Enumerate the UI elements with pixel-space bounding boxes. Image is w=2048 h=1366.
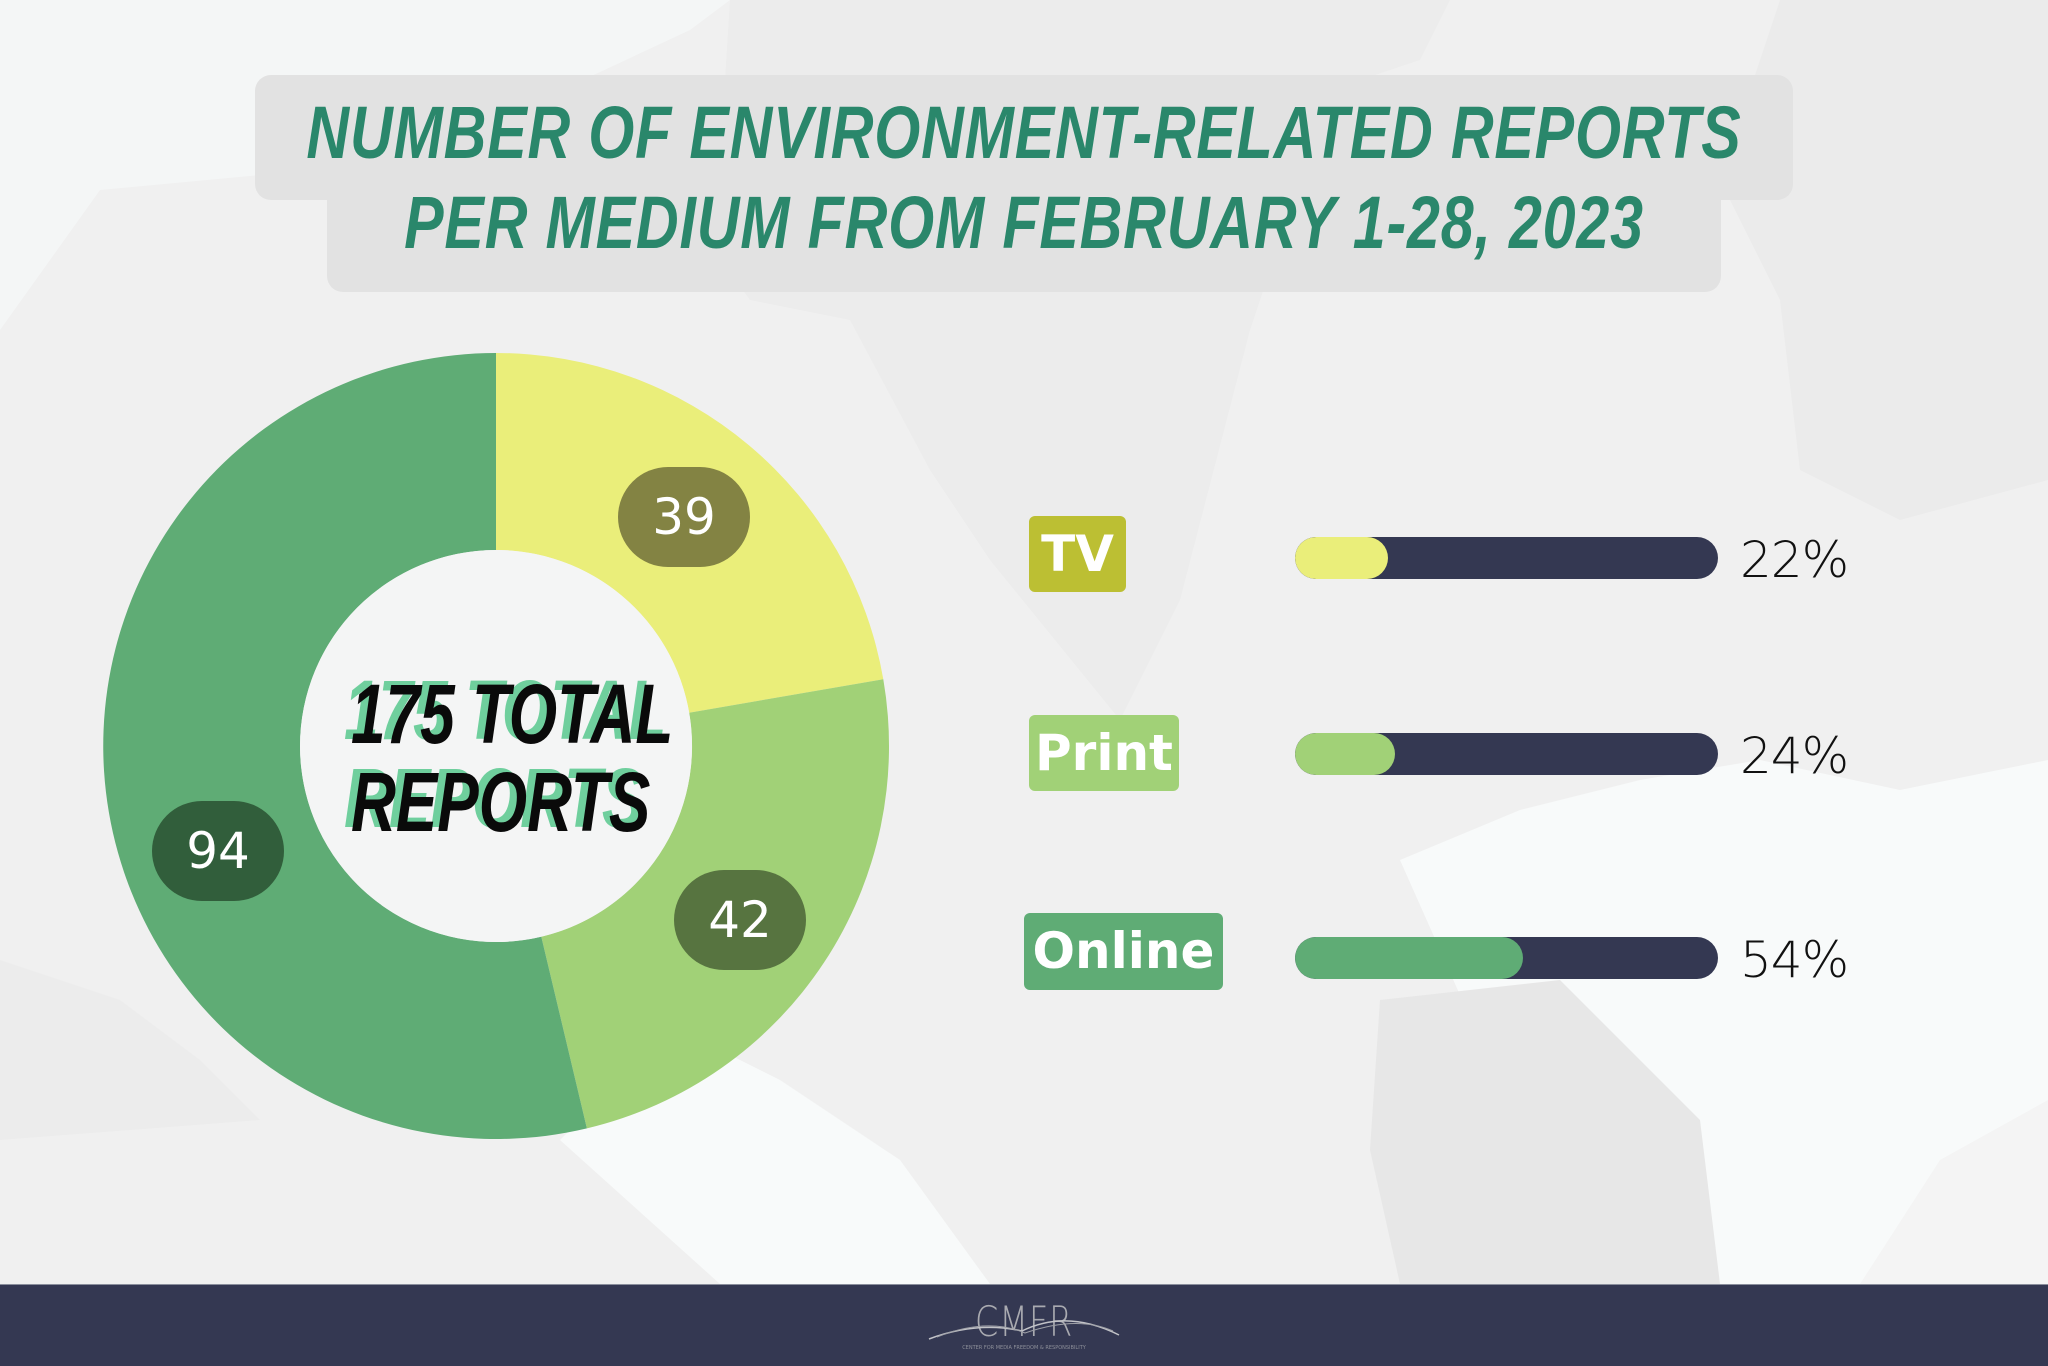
progress-fill-print [1295,733,1395,775]
title-background-bottom [327,180,1721,292]
percent-label-online: 54% [1740,931,1849,989]
chart-title-line-1: NUMBER OF ENVIRONMENT-RELATED REPORTS [306,91,1742,174]
donut-hole [300,550,692,942]
donut-chart [103,353,890,1139]
percent-label-print: 24% [1740,727,1849,785]
progress-fill-online [1295,937,1523,979]
center-label-line-2-shadow: REPORTS [343,751,644,845]
percent-label-tv: 22% [1740,531,1849,589]
center-label-line-1-text: 175 TOTAL [350,667,674,761]
cmfr-logo: CMFR CENTER FOR MEDIA FREEDOM & RESPONSI… [927,1297,1121,1353]
donut-segment-online[interactable] [103,353,587,1139]
donut-center-label: 175 TOTAL 175 TOTAL REPORTS REPORTS [300,666,692,849]
center-label-line-1-shadow: 175 TOTAL [343,663,667,757]
progress-bar-online [1295,937,1718,979]
progress-bar-tv [1295,537,1718,579]
footer-bar: CMFR CENTER FOR MEDIA FREEDOM & RESPONSI… [0,1284,2048,1366]
progress-bar-print [1295,733,1718,775]
logo-arc-icon [928,1320,1120,1340]
chart-title-line-2: PER MEDIUM FROM FEBRUARY 1-28, 2023 [404,181,1644,264]
donut-value-label-online: 94 [152,801,284,901]
progress-fill-tv [1295,537,1388,579]
legend-badge-tv: TV [1029,516,1126,592]
donut-value-label-tv: 39 [618,467,750,567]
donut-value-label-print: 42 [674,870,806,970]
center-label-line-2-text: REPORTS [350,755,651,849]
logo-subtext: CENTER FOR MEDIA FREEDOM & RESPONSIBILIT… [962,1345,1086,1351]
legend-badge-print: Print [1029,715,1179,791]
title-background-top [255,75,1793,200]
legend-badge-online: Online [1024,913,1223,990]
center-label-line-1: 175 TOTAL 175 TOTAL [300,666,692,761]
center-label-line-2: REPORTS REPORTS [300,754,692,849]
